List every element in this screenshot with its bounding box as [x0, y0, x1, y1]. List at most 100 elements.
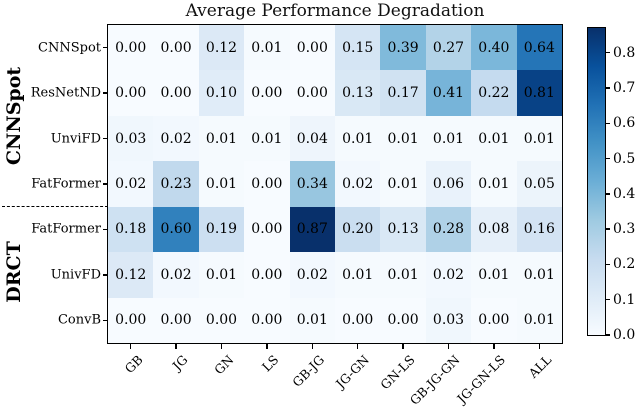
colorbar-tick-label: 0.8 [613, 44, 636, 61]
heatmap-cell: 0.01 [198, 252, 245, 298]
heatmap-cell: 0.41 [425, 70, 472, 116]
group-divider-dashed-line [2, 206, 108, 207]
x-tick [129, 344, 132, 349]
y-axis-label: ConvB [57, 312, 101, 328]
colorbar-tick-label: 0.5 [613, 150, 636, 167]
x-tick [220, 344, 223, 349]
heatmap-cell: 0.10 [198, 70, 245, 116]
x-axis-label: JG [169, 352, 191, 374]
heatmap-cell: 0.20 [335, 206, 381, 253]
heatmap-cell: 0.01 [471, 252, 517, 298]
heatmap-cell: 0.02 [153, 115, 199, 162]
heatmap-cell: 0.15 [335, 25, 381, 71]
heatmap-cell: 0.28 [425, 206, 472, 253]
heatmap-cell: 0.64 [516, 25, 562, 71]
heatmap-cell: 0.00 [289, 25, 335, 71]
heatmap-cell: 0.02 [335, 161, 381, 207]
heatmap-cell: 0.01 [244, 115, 290, 162]
colorbar-tick [605, 51, 610, 54]
x-tick [175, 344, 177, 349]
colorbar-tick-label: 0.6 [613, 115, 636, 132]
heatmap-cell: 0.00 [108, 70, 154, 116]
colorbar-tick-label: 0.1 [613, 291, 636, 308]
y-tick [103, 92, 107, 94]
heatmap-cell: 0.01 [335, 115, 381, 162]
x-axis-label: GN-LS [377, 352, 418, 393]
heatmap-cell: 0.00 [244, 161, 290, 207]
y-tick [103, 274, 107, 276]
heatmap-cell: 0.00 [289, 70, 335, 116]
heatmap-cell: 0.39 [380, 25, 426, 71]
heatmap-cell: 0.00 [471, 297, 517, 343]
x-axis-label: ALL [525, 352, 554, 381]
heatmap-cell: 0.00 [153, 297, 199, 343]
heatmap-cell: 0.19 [198, 206, 245, 253]
heatmap-cell: 0.17 [380, 70, 426, 116]
colorbar-tick [605, 298, 610, 301]
colorbar [587, 27, 606, 336]
y-axis-label: UnviFD [50, 131, 101, 147]
heatmap-cell: 0.00 [244, 252, 290, 298]
heatmap-cell: 0.01 [516, 252, 562, 298]
heatmap-cell: 0.87 [289, 206, 335, 253]
heatmap-cell: 0.03 [425, 297, 472, 343]
colorbar-tick [605, 157, 610, 160]
x-axis-label: GN [210, 352, 237, 378]
heatmap-cell: 0.04 [289, 115, 335, 162]
heatmap-cell: 0.18 [108, 206, 154, 253]
y-axis-label: UnivFD [50, 267, 101, 283]
y-axis-label: CNNSpot [38, 40, 101, 56]
x-axis-label: GB-JG [289, 352, 327, 390]
y-tick [103, 319, 107, 322]
heatmap-cell: 0.13 [380, 206, 426, 253]
heatmap-cell: 0.81 [516, 70, 562, 116]
heatmap-cell: 0.08 [471, 206, 517, 253]
heatmap-cell: 0.16 [516, 206, 562, 253]
x-axis-label: GB [121, 352, 146, 377]
x-axis-label: JG-GN-LS [454, 352, 509, 407]
y-tick [103, 183, 107, 185]
chart-title: Average Performance Degradation [185, 1, 485, 21]
colorbar-tick [605, 122, 610, 125]
heatmap-cell: 0.01 [380, 161, 426, 207]
group-label-drct: DRCT [3, 241, 25, 303]
colorbar-tick-label: 0.4 [613, 185, 636, 202]
y-tick [103, 137, 107, 140]
x-tick [538, 344, 541, 349]
heatmap-cell: 0.01 [198, 161, 245, 207]
heatmap-cell: 0.34 [289, 161, 335, 207]
heatmap-cell: 0.13 [335, 70, 381, 116]
heatmap-cell: 0.40 [471, 25, 517, 71]
heatmap-cell: 0.60 [153, 206, 199, 253]
heatmap-cell: 0.00 [153, 70, 199, 116]
x-tick [266, 344, 268, 349]
colorbar-tick-label: 0.2 [613, 256, 636, 273]
colorbar-tick-label: 0.0 [613, 327, 636, 343]
x-tick [311, 344, 314, 349]
heatmap-cell: 0.27 [425, 25, 472, 71]
heatmap-cell: 0.06 [425, 161, 472, 207]
heatmap: 0.00 0.00 0.12 0.01 0.00 0.15 0.39 0.27 0.40 0.64… [107, 24, 563, 344]
heatmap-cell: 0.01 [380, 115, 426, 162]
heatmap-cell: 0.01 [380, 252, 426, 298]
y-tick [103, 46, 107, 49]
heatmap-cell: 0.22 [471, 70, 517, 116]
heatmap-cell: 0.00 [244, 70, 290, 116]
heatmap-cell: 0.01 [471, 115, 517, 162]
heatmap-cell: 0.02 [425, 252, 472, 298]
heatmap-cell: 0.02 [108, 161, 154, 207]
heatmap-cell: 0.05 [516, 161, 562, 207]
heatmap-cell: 0.01 [335, 252, 381, 298]
heatmap-cell: 0.00 [244, 206, 290, 253]
y-axis-label: FatFormer [31, 221, 101, 237]
colorbar-tick [605, 87, 610, 89]
heatmap-cell: 0.01 [425, 115, 472, 162]
x-tick [447, 344, 450, 349]
colorbar-tick [605, 228, 610, 230]
heatmap-cell: 0.01 [516, 115, 562, 162]
colorbar-tick [605, 334, 610, 336]
heatmap-cell: 0.00 [335, 297, 381, 343]
heatmap-cell: 0.00 [380, 297, 426, 343]
heatmap-cell: 0.00 [108, 25, 154, 71]
